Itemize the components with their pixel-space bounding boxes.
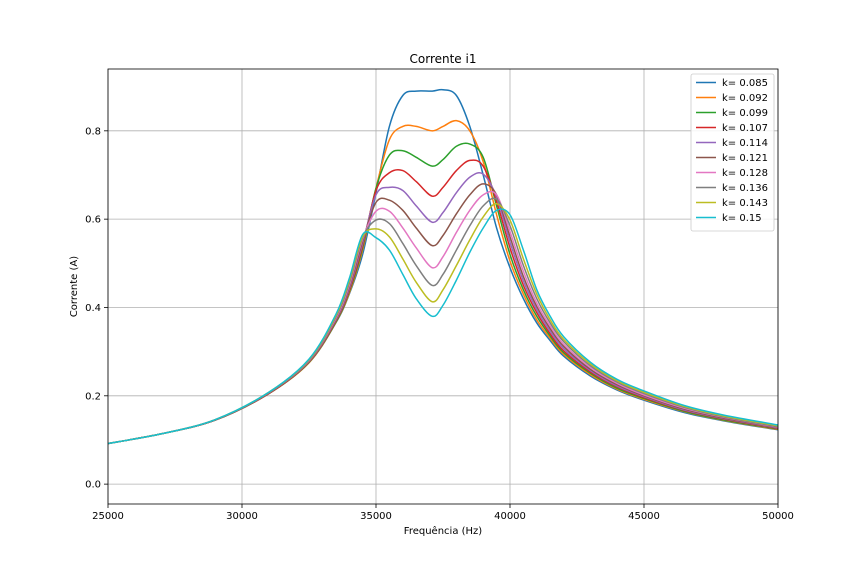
chart-title: Corrente i1 (410, 52, 477, 66)
x-tick-label: 35000 (360, 511, 392, 522)
x-tick-label: 45000 (628, 511, 660, 522)
x-tick-label: 40000 (494, 511, 526, 522)
legend-label: k= 0.085 (722, 78, 768, 89)
y-tick-label: 0.2 (85, 391, 101, 402)
y-tick-label: 0.4 (85, 303, 101, 314)
y-tick-label: 0.6 (85, 215, 101, 226)
legend-label: k= 0.099 (722, 108, 768, 119)
x-tick-label: 30000 (226, 511, 258, 522)
x-axis-label: Frequência (Hz) (404, 525, 482, 537)
legend-label: k= 0.092 (722, 93, 768, 104)
y-tick-label: 0.8 (85, 126, 101, 137)
legend-label: k= 0.121 (722, 153, 768, 164)
y-tick-label: 0.0 (85, 480, 101, 491)
legend: k= 0.085 k= 0.092 k= 0.099 k= 0.107 k= 0.114… (690, 73, 775, 232)
ticks-layer: 25000 30000 35000 40000 45000 50000 0.0 0.2 0.4 0… (85, 126, 794, 522)
legend-label: k= 0.114 (722, 138, 768, 149)
series-layer (107, 88, 779, 445)
legend-label: k= 0.136 (722, 183, 768, 194)
grid-layer (107, 69, 779, 504)
series-line-10 (107, 208, 779, 445)
legend-label: k= 0.15 (722, 213, 762, 224)
legend-label: k= 0.107 (722, 123, 768, 134)
x-tick-label: 50000 (762, 511, 794, 522)
legend-label: k= 0.143 (722, 198, 768, 209)
x-tick-label: 25000 (92, 511, 124, 522)
y-axis-label: Corrente (A) (69, 256, 80, 317)
legend-label: k= 0.128 (722, 168, 768, 179)
plot-frame (107, 68, 779, 505)
